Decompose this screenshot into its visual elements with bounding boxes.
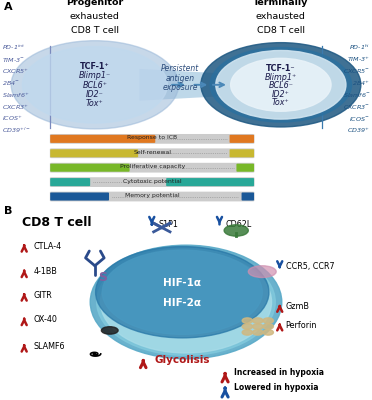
FancyBboxPatch shape [50, 134, 254, 144]
FancyBboxPatch shape [237, 164, 254, 172]
Text: Tox⁺: Tox⁺ [86, 99, 104, 108]
Text: HIF-1α: HIF-1α [163, 278, 201, 288]
Circle shape [253, 318, 263, 323]
Ellipse shape [231, 58, 331, 111]
Ellipse shape [97, 248, 275, 356]
Ellipse shape [11, 41, 179, 129]
Text: Proliferative capacity: Proliferative capacity [119, 164, 185, 169]
Text: GzmB: GzmB [286, 302, 310, 311]
Text: PD-1$^{int}$: PD-1$^{int}$ [2, 43, 25, 52]
Ellipse shape [90, 245, 282, 359]
FancyBboxPatch shape [166, 178, 254, 186]
Text: 2B4$^{+}$: 2B4$^{+}$ [352, 79, 370, 88]
Circle shape [242, 318, 253, 323]
FancyBboxPatch shape [50, 163, 254, 172]
Text: Cytotoxic potential: Cytotoxic potential [123, 178, 182, 184]
Text: CXCR5$^{-}$: CXCR5$^{-}$ [343, 68, 370, 76]
Text: CD39$^{+}$: CD39$^{+}$ [347, 126, 370, 135]
FancyBboxPatch shape [241, 192, 254, 200]
Text: SLAMF6: SLAMF6 [33, 342, 65, 350]
Text: antigen: antigen [166, 74, 195, 83]
Text: Terminally: Terminally [253, 0, 308, 7]
Text: Tox⁺: Tox⁺ [272, 98, 290, 107]
Text: CXCR5$^{+}$: CXCR5$^{+}$ [2, 67, 29, 76]
Circle shape [253, 324, 263, 329]
Text: TCF-1⁻: TCF-1⁻ [266, 64, 296, 73]
Text: TCF-1⁺: TCF-1⁺ [80, 62, 110, 71]
Text: GITR: GITR [33, 291, 52, 300]
Text: HIF-2α: HIF-2α [163, 298, 201, 308]
Circle shape [263, 324, 273, 329]
Text: S1P1: S1P1 [158, 220, 178, 229]
Text: Persistent: Persistent [161, 64, 199, 73]
Text: CD8 T cell: CD8 T cell [71, 26, 119, 35]
Polygon shape [140, 69, 229, 101]
Text: Lowered in hypoxia: Lowered in hypoxia [234, 383, 318, 392]
Text: exhausted: exhausted [70, 12, 120, 21]
Ellipse shape [224, 225, 248, 236]
Ellipse shape [216, 50, 346, 119]
FancyBboxPatch shape [50, 177, 254, 187]
Circle shape [102, 250, 262, 334]
Text: Blimp1⁻: Blimp1⁻ [79, 71, 111, 80]
Ellipse shape [101, 327, 118, 334]
Text: ID2⁻: ID2⁻ [86, 90, 104, 99]
Circle shape [263, 330, 273, 335]
Text: 4-1BB: 4-1BB [33, 267, 57, 276]
Text: ICOS$^{+}$: ICOS$^{+}$ [2, 114, 23, 123]
Text: Response to ICB: Response to ICB [127, 135, 177, 140]
FancyBboxPatch shape [50, 148, 254, 158]
FancyBboxPatch shape [230, 135, 254, 143]
Text: Self-renewal: Self-renewal [133, 150, 171, 155]
Circle shape [242, 330, 253, 335]
Text: S: S [98, 271, 107, 284]
FancyBboxPatch shape [50, 178, 90, 186]
Text: Perforin: Perforin [286, 321, 317, 330]
Text: CXCR3$^{-}$: CXCR3$^{-}$ [343, 103, 370, 111]
Text: 2B4$^{-}$: 2B4$^{-}$ [2, 79, 20, 87]
Text: CD39$^{+/-}$: CD39$^{+/-}$ [2, 126, 31, 136]
Circle shape [263, 318, 273, 323]
FancyBboxPatch shape [230, 149, 254, 157]
FancyBboxPatch shape [50, 192, 254, 202]
Ellipse shape [248, 266, 276, 278]
Text: CXCR3$^{+}$: CXCR3$^{+}$ [2, 103, 29, 112]
Text: Memory potential: Memory potential [125, 193, 179, 198]
Text: CD62L: CD62L [226, 220, 252, 229]
Text: Slamf6$^{+}$: Slamf6$^{+}$ [2, 91, 29, 100]
Text: BCL6⁺: BCL6⁺ [82, 80, 108, 90]
Text: exhausted: exhausted [256, 12, 306, 21]
FancyBboxPatch shape [50, 149, 138, 157]
Ellipse shape [201, 43, 361, 127]
Text: CD8 T cell: CD8 T cell [22, 216, 92, 229]
Text: CTLA-4: CTLA-4 [33, 242, 62, 251]
Text: Increased in hypoxia: Increased in hypoxia [234, 368, 324, 378]
Text: ICOS$^{-}$: ICOS$^{-}$ [349, 115, 370, 123]
Text: Blimp1⁺: Blimp1⁺ [265, 73, 297, 82]
Text: B: B [4, 206, 12, 216]
FancyBboxPatch shape [50, 192, 109, 200]
Text: BCL6⁻: BCL6⁻ [268, 81, 294, 90]
Ellipse shape [100, 251, 272, 353]
Text: TIM-3$^{+}$: TIM-3$^{+}$ [347, 55, 370, 64]
Text: Progenitor: Progenitor [66, 0, 124, 7]
Text: PD-1$^{hi}$: PD-1$^{hi}$ [349, 43, 370, 52]
Circle shape [96, 246, 269, 338]
Text: OX-40: OX-40 [33, 315, 57, 324]
Circle shape [242, 324, 253, 329]
Text: CCR5, CCR7: CCR5, CCR7 [286, 262, 334, 271]
Ellipse shape [210, 48, 352, 122]
Text: Slamf6$^{-}$: Slamf6$^{-}$ [343, 91, 370, 99]
Ellipse shape [22, 46, 167, 123]
FancyBboxPatch shape [50, 135, 155, 143]
Text: CD8 T cell: CD8 T cell [257, 26, 305, 35]
Text: exposure: exposure [163, 84, 198, 92]
Text: ID2⁺: ID2⁺ [272, 90, 290, 99]
Circle shape [253, 330, 263, 335]
Text: A: A [4, 2, 12, 12]
Text: TIM-3$^{-}$: TIM-3$^{-}$ [2, 56, 25, 64]
Text: Glycolisis: Glycolisis [154, 355, 210, 365]
FancyBboxPatch shape [50, 164, 129, 172]
